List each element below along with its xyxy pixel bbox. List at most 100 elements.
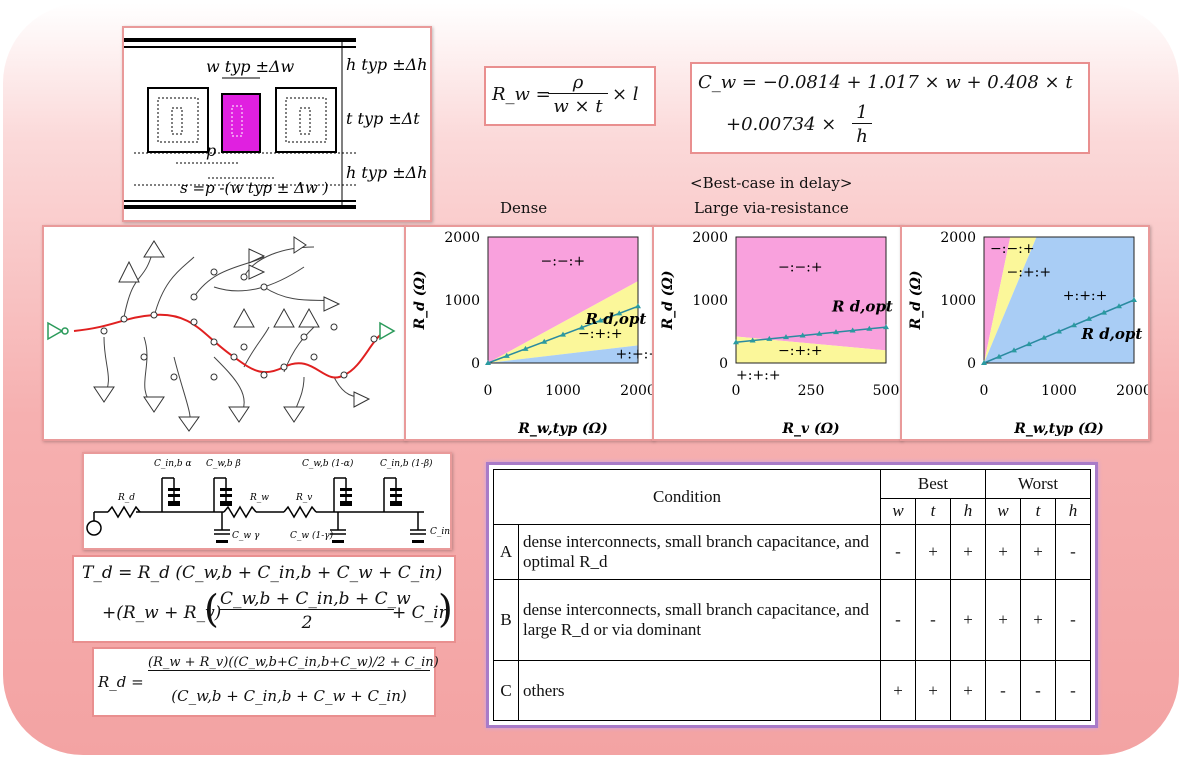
x-tick-label: 2000 [620,383,652,399]
label-cwb-1-alpha: C_w,b (1-α) [302,458,354,469]
h-bot-label: h typ ±Δh [346,163,427,182]
t-label: t typ ±Δt [346,109,420,128]
opt-label: R d,opt [831,297,893,315]
opt-marker [597,317,604,323]
chart-other: −:−:+ −:+:+ +:+:+ R d,opt 0 1000 2000 0 1000 2000… [908,230,1152,437]
y-tick-label: 0 [471,356,480,372]
region-pink [488,237,638,363]
condition-table-frame: Condition Best Worst w t h w t h A dense… [486,462,1098,728]
condition-table: Condition Best Worst w t h w t h A dense… [493,469,1091,721]
x-tick-label: 0 [732,383,741,399]
header-best: Best [880,469,986,499]
cell: + [880,660,916,721]
plot-frame [735,236,887,364]
opt-marker [1041,334,1047,340]
opt-marker [996,353,1002,359]
opt-marker [981,360,987,365]
opt-marker [560,331,566,337]
td-line2-pre: +(R_w + R_v) [102,603,222,623]
opt-marker [1086,315,1092,321]
subheader-best-h: h [950,497,986,525]
cell: + [915,523,951,581]
subheader-worst-w: w [985,497,1021,525]
opt-marker [766,335,773,341]
w-typ-label: w typ ±Δw [206,57,295,76]
opt-marker [1071,322,1077,328]
rw-formula: R_w = ρ w × t × l [484,66,656,126]
interconnect-tree-diagram [47,236,396,432]
region-label: −:+:+ [1007,265,1052,281]
region-label: −:−:+ [778,260,823,276]
label-cw-1-gamma: C_w (1-γ) [290,530,334,541]
cw-line2: +0.00734 × [726,114,837,135]
label-cin: C_in [430,527,450,537]
row-id: B [493,579,519,662]
rd-num: (R_w + R_v)((C_w,b+C_in,b+C_w)/2 + C_in) [148,655,439,671]
x-tick-label: 2000 [1116,383,1148,399]
label-rv: R_v [295,493,312,503]
opt-marker [522,345,529,351]
cell: - [880,523,916,581]
opt-line [735,326,887,343]
opt-marker [503,352,510,358]
row-condition: dense interconnects, small branch capaci… [518,523,881,581]
h-top-label: h typ ±Δh [346,55,427,74]
x-tick-label: 1000 [1041,383,1077,399]
td-line1: T_d = R_d (C_w,b + C_in,b + C_w + C_in) [82,563,443,583]
td-formula: T_d = R_d (C_w,b + C_in,b + C_w + C_in) … [72,555,456,643]
y-tick-label: 0 [719,356,728,372]
cell: + [915,660,951,721]
label-cw-gamma: C_w γ [232,531,260,541]
header-condition: Condition [493,469,881,525]
x-tick-label: 1000 [545,383,581,399]
cell: - [1055,523,1091,581]
y-tick-label: 2000 [692,230,728,246]
cell: + [985,579,1021,662]
opt-marker [849,327,856,333]
cw-line1: C_w = −0.0814 + 1.017 × w + 0.408 × t [698,72,1073,93]
cell: - [1055,579,1091,662]
y-tick-label: 1000 [444,293,480,309]
opt-marker [799,332,806,338]
label-cinb-alpha: C_in,b α [154,459,192,469]
opt-marker [1056,328,1062,334]
rd-formula: R_d = (R_w + R_v)((C_w,b+C_in,b+C_w)/2 +… [92,647,439,717]
y-axis-label: R_d (Ω) [660,270,676,330]
region-blue [488,345,638,363]
cell: - [880,579,916,662]
interconnect-tree-panel [42,225,406,441]
region-label: −:+:+ [578,326,623,342]
chart-large-via: −:−:+ −:+:+ +:+:+ R d,opt 0 250 500 0 1000 2000 R_… [660,230,899,437]
region-label: −:−:+ [990,241,1035,257]
s-label: s =p -(w typ ± Δw ) [180,179,329,197]
x-tick-label: 250 [798,383,825,399]
caption-dense: Dense [500,199,548,217]
region-yellow [736,336,886,363]
cw-den: h [856,126,868,147]
rd-lhs: R_d = [98,673,144,691]
rw-num: ρ [548,72,608,94]
chart-panel-other: −:−:+ −:+:+ +:+:+ R d,opt 0 1000 2000 0 1000 2000… [900,225,1152,441]
opt-label: R d,opt [585,310,647,328]
region-label: +:+:+ [736,367,781,383]
chart-panel-large-via: −:−:+ −:+:+ +:+:+ R d,opt 0 250 500 0 1000 2000 R_… [652,225,902,441]
opt-marker [749,337,756,343]
cell: - [985,660,1021,721]
opt-label: R d,opt [1081,325,1143,343]
table-row: A dense interconnects, small branch capa… [493,523,1091,581]
table-row: C others + + + - - - [493,660,1091,721]
x-tick-label: 0 [484,383,493,399]
opt-marker [783,334,789,340]
opt-marker [1116,303,1122,309]
opt-marker [866,325,873,331]
opt-marker [616,310,623,316]
opt-marker [485,360,491,365]
region-label: +:+:+ [616,347,653,363]
opt-marker [1026,341,1032,347]
cell: + [1020,523,1056,581]
rc-circuit-diagram: C_in,b α C_w,b β C_w,b (1-α) C_in,b (1-β… [86,458,450,543]
rw-lhs: R_w = [492,84,551,105]
opt-marker [816,330,823,336]
label-cwb-beta: C_w,b β [206,459,241,469]
label-rd: R_d [117,493,135,503]
